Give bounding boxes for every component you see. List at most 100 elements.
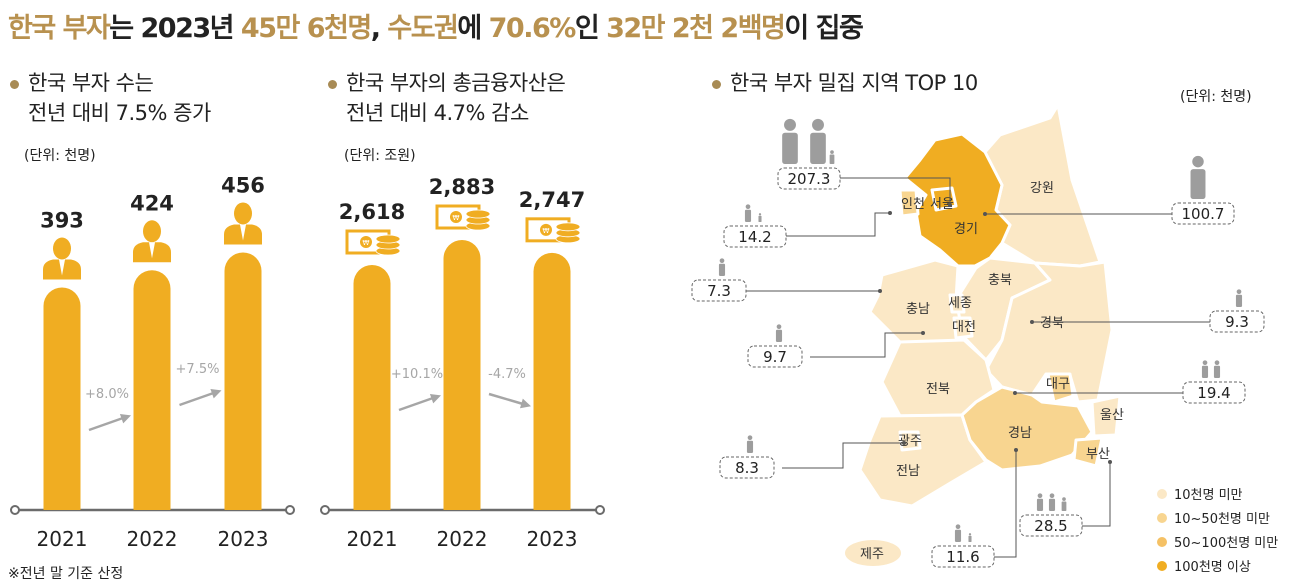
body [1036,498,1044,511]
x-tick-label: 2023 [218,527,269,551]
money-coins-icon: ₩ [435,204,491,231]
leader-dot [983,212,987,216]
value-label: 2,618 [339,200,405,224]
body [775,329,783,342]
bar [43,287,81,510]
value-label: 456 [221,173,265,197]
person-icon [954,524,962,542]
callout-value: 9.7 [763,348,787,366]
headline-part: 한국 부자 [8,13,111,44]
headline-part: 45만 6천명 [240,13,372,44]
leader-line [993,450,1017,558]
person-icon [746,435,754,453]
region-광주 [898,430,922,452]
head [830,150,834,154]
headline-part: 32만 2천 2백명 [606,13,786,44]
trend-arrow [398,396,434,412]
region-부산 [1072,436,1104,468]
bar [533,252,571,510]
axis-end-marker [285,505,295,515]
tie [149,242,155,259]
leader-line [810,332,923,358]
body [1213,365,1221,378]
x-tick-label: 2021 [347,527,398,551]
head [1236,289,1242,295]
chart2-title-line2: 전년 대비 4.7% 감소 [346,101,529,125]
callout-value: 19.4 [1197,384,1230,402]
callout-box [931,545,995,568]
head [1214,360,1220,366]
trend-arrow [88,416,124,432]
region-경기 [903,132,1012,268]
person-icon [744,204,752,222]
x-tick-label: 2022 [127,527,178,551]
bar [224,252,262,511]
x-tick-label: 2022 [437,527,488,551]
trend-arrow [488,392,524,406]
person-icon [782,118,798,164]
region-제주 [845,540,901,566]
region-세종 [948,293,966,314]
region-울산 [1090,394,1122,438]
head [53,237,71,260]
head [784,118,796,131]
bar [133,270,171,510]
callout-value: 8.3 [735,459,759,477]
map-title-text: 한국 부자 밀집 지역 TOP 10 [730,71,978,95]
leader-dot [902,441,906,445]
person-icon [1213,360,1221,378]
callout-box [1171,202,1235,225]
head [1202,360,1208,366]
tie [59,259,65,276]
callout-box [723,225,787,248]
axis-end-marker [595,505,605,515]
legend-label: 50~100천명 미만 [1174,536,1278,551]
legend-swatch [1157,537,1167,547]
region-label: 경북 [1040,316,1064,331]
callout-value: 11.6 [946,548,979,566]
head [143,220,161,243]
region-인천 [898,188,920,218]
body [1190,169,1206,199]
leader-dot [1013,391,1017,395]
chart2-title-line1: 한국 부자의 총금융자산은 [346,71,566,95]
headline-part: 에 [457,13,489,44]
region-label: 울산 [1100,408,1124,423]
region-label: 대구 [1046,377,1070,392]
change-label: +10.1% [391,367,443,382]
money-coins-icon: ₩ [525,217,581,244]
person-icon [1048,493,1056,511]
leader-line [1082,462,1111,527]
person-icon [1201,360,1209,378]
leader-dot [1014,448,1018,452]
callout-value: 28.5 [1034,517,1067,535]
legend-label: 10천명 미만 [1174,488,1243,503]
headline-part: 는 2023년 [109,13,241,44]
legend-swatch [1157,513,1167,523]
head [968,533,972,536]
region-label: 강원 [1030,181,1054,196]
body [782,132,798,164]
leader-dot [1030,320,1034,324]
person-icon [1235,289,1243,307]
leader-line [840,177,951,205]
change-label: -4.7% [488,367,526,382]
head [1037,493,1043,499]
arrow-head-icon [119,413,131,424]
x-tick-label: 2023 [527,527,578,551]
value-label: 393 [40,208,84,232]
money-coins-icon: ₩ [345,229,401,256]
body [954,529,962,542]
won-sign: ₩ [363,239,370,247]
legend-label: 10~50천명 미만 [1174,512,1270,527]
head [758,213,762,216]
callout-value: 14.2 [738,228,771,246]
bullet-icon [10,79,19,89]
head [747,435,753,441]
body [718,263,726,276]
callout-box [1209,310,1265,333]
callout-value: 207.3 [788,170,831,188]
body [758,215,762,222]
callout-value: 7.3 [707,282,731,300]
